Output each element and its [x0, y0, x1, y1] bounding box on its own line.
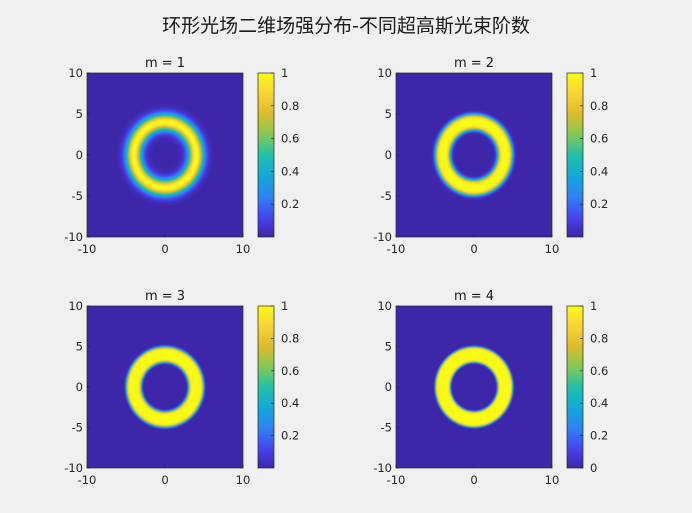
x-tick-label: -10	[78, 242, 97, 256]
x-tick-label: 0	[470, 242, 477, 256]
x-tick-label: 0	[161, 242, 168, 256]
intensity-ring	[425, 336, 523, 438]
subplot-3: m = 3 -10 -5 0 5 10 -10 0 10 0.2 0.4 0.6 0.8 1	[64, 289, 299, 487]
intensity-ring	[116, 104, 214, 206]
y-tick-label: 5	[385, 340, 392, 354]
colorbar-tick-label: 0.6	[590, 364, 608, 378]
colorbar-tick-label: 0.4	[590, 164, 608, 178]
y-tick-label: 0	[76, 148, 83, 162]
colorbar	[257, 305, 275, 469]
x-tick-label: -10	[78, 473, 97, 487]
y-tick-label: -5	[381, 189, 392, 203]
colorbar-tick-label: 0.6	[281, 364, 299, 378]
x-tick-label: 10	[236, 242, 251, 256]
y-tick-label: 5	[76, 107, 83, 121]
colorbar-tick-label: 1	[590, 299, 597, 313]
colorbar-tick-label: 0.8	[590, 99, 608, 113]
y-tick-label: 10	[68, 299, 83, 313]
subplot-title: m = 2	[454, 56, 494, 71]
y-tick-label: 0	[385, 148, 392, 162]
colorbar-tick-label: 0.4	[590, 396, 608, 410]
colorbar	[566, 305, 584, 469]
y-tick-label: -10	[64, 230, 83, 244]
colorbar	[257, 72, 275, 238]
y-tick-label: 10	[377, 66, 392, 80]
colorbar-tick-label: 1	[281, 299, 288, 313]
y-tick-label: -10	[373, 461, 392, 475]
x-tick-label: 10	[545, 473, 560, 487]
colorbar-tick-label: 0.6	[590, 132, 608, 146]
colorbar	[566, 72, 584, 238]
colorbar-tick-label: 0.2	[590, 429, 608, 443]
x-tick-label: -10	[387, 473, 406, 487]
colorbar-tick-label: 0.8	[281, 99, 299, 113]
colorbar-tick-label: 0.8	[590, 331, 608, 345]
subplot-1: m = 1 -10 -5 0 5 10 -10 0 10 0.2 0.4 0.6 0.8 1	[64, 56, 299, 256]
colorbar-tick-label: 0.4	[281, 164, 299, 178]
colorbar-tick-label: 0.2	[590, 197, 608, 211]
subplot-2: m = 2 -10 -5 0 5 10 -10 0 10 0.2 0.4 0.6 0.8 1	[373, 56, 608, 256]
x-tick-label: 10	[236, 473, 251, 487]
intensity-ring	[116, 336, 214, 438]
subplot-title: m = 3	[145, 289, 185, 304]
y-tick-label: 10	[68, 66, 83, 80]
y-tick-label: -10	[64, 461, 83, 475]
subplot-title: m = 1	[145, 56, 185, 71]
figure-title: 环形光场二维场强分布-不同超高斯光束阶数	[162, 15, 530, 37]
y-tick-label: 0	[76, 380, 83, 394]
y-tick-label: 10	[377, 299, 392, 313]
colorbar-tick-label: 0.2	[281, 197, 299, 211]
y-tick-label: 0	[385, 380, 392, 394]
colorbar-tick-label: 0	[590, 461, 597, 475]
intensity-ring	[425, 104, 523, 206]
y-tick-label: -5	[381, 421, 392, 435]
y-tick-label: 5	[76, 340, 83, 354]
x-tick-label: 0	[161, 473, 168, 487]
colorbar-tick-label: 1	[590, 66, 597, 80]
x-tick-label: 10	[545, 242, 560, 256]
y-tick-label: 5	[385, 107, 392, 121]
y-tick-label: -5	[72, 189, 83, 203]
colorbar-tick-label: 0.8	[281, 331, 299, 345]
x-tick-label: -10	[387, 242, 406, 256]
subplot-4: m = 4 -10 -5 0 5 10 -10 0 10 0 0.2 0.4 0.6 0.8 1	[373, 289, 608, 487]
y-tick-label: -10	[373, 230, 392, 244]
colorbar-tick-label: 0.6	[281, 132, 299, 146]
colorbar-tick-label: 0.2	[281, 429, 299, 443]
colorbar-tick-label: 0.4	[281, 396, 299, 410]
subplot-title: m = 4	[454, 289, 494, 304]
x-tick-label: 0	[470, 473, 477, 487]
colorbar-tick-label: 1	[281, 66, 288, 80]
y-tick-label: -5	[72, 421, 83, 435]
